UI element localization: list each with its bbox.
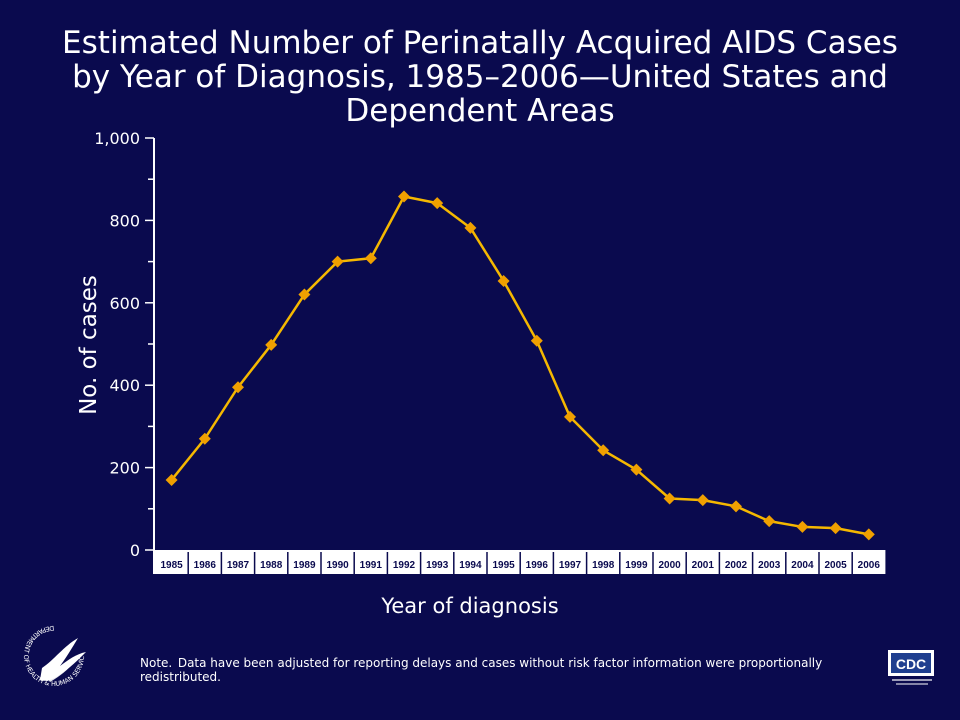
data-point [829, 522, 842, 535]
x-tick-label: 1998 [592, 560, 615, 571]
data-point [597, 444, 610, 457]
x-tick-label: 1999 [625, 560, 648, 571]
title-line-2: by Year of Diagnosis, 1985–2006—United S… [72, 59, 888, 95]
title-line-3: Dependent Areas [345, 93, 615, 129]
data-point [165, 473, 178, 486]
y-tick-label: 800 [109, 211, 140, 230]
data-point [198, 432, 211, 445]
data-point [862, 528, 875, 541]
x-tick-label: 1993 [426, 560, 449, 571]
chart-title: Estimated Number of Perinatally Acquired… [40, 26, 920, 128]
x-tick-label: 2005 [824, 560, 847, 571]
data-point [298, 288, 311, 301]
hhs-logo: DEPARTMENT OF HEALTH & HUMAN SERVICES • … [14, 616, 86, 688]
cdc-logo: CDC [888, 650, 934, 685]
y-tick-label: 0 [130, 541, 140, 560]
x-tick-label: 2004 [791, 560, 814, 571]
x-tick-label: 1992 [393, 560, 416, 571]
footnote-text: Data have been adjusted for reporting de… [140, 656, 823, 684]
x-tick-label: 1989 [293, 560, 316, 571]
x-tick-label: 2001 [692, 560, 715, 571]
x-tick-label: 1990 [326, 560, 349, 571]
y-tick-label: 200 [109, 459, 140, 478]
y-ticks: 0 200 400 600 800 1,000 [94, 129, 154, 560]
x-tick-label: 1991 [360, 560, 383, 571]
cdc-logo-text: CDC [896, 656, 926, 672]
footnote-label: Note. [140, 656, 173, 670]
data-point [331, 255, 344, 268]
x-tick-label: 2003 [758, 560, 781, 571]
footnote: Note. Data have been adjusted for report… [140, 656, 860, 684]
x-categories: 1985 1986 1987 1988 1989 1990 1991 1992 1993 1994… [160, 552, 880, 575]
x-axis-label: Year of diagnosis [381, 594, 559, 618]
y-axis-label: No. of cases [76, 275, 102, 415]
data-point [564, 410, 576, 423]
x-tick-label: 1987 [227, 560, 250, 571]
x-tick-label: 2000 [658, 560, 681, 571]
data-point [763, 515, 776, 528]
series-line [170, 195, 870, 536]
data-point [696, 494, 709, 507]
data-point [364, 252, 377, 265]
y-tick-label: 400 [109, 376, 140, 395]
x-tick-label: 1995 [492, 560, 515, 571]
data-point [796, 520, 809, 533]
data-point [398, 190, 410, 203]
x-tick-label: 1996 [526, 560, 549, 571]
data-point [497, 274, 510, 287]
x-tick-label: 1988 [260, 560, 283, 571]
data-point [464, 221, 477, 234]
data-point [265, 338, 278, 351]
x-tick-label: 1997 [559, 560, 582, 571]
x-tick-label: 1985 [160, 560, 183, 571]
data-point [530, 334, 543, 347]
series-path [170, 195, 870, 536]
x-tick-label: 1986 [194, 560, 217, 571]
data-point [630, 463, 643, 476]
data-point [663, 492, 676, 505]
x-tick-label: 2006 [858, 560, 881, 571]
title-line-1: Estimated Number of Perinatally Acquired… [62, 25, 898, 61]
y-tick-label: 600 [109, 294, 140, 313]
series-markers [165, 190, 875, 541]
y-tick-label: 1,000 [94, 129, 140, 148]
data-point [232, 381, 244, 394]
data-point [730, 500, 742, 513]
x-tick-label: 2002 [725, 560, 748, 571]
data-point [431, 197, 444, 210]
x-tick-label: 1994 [459, 560, 482, 571]
